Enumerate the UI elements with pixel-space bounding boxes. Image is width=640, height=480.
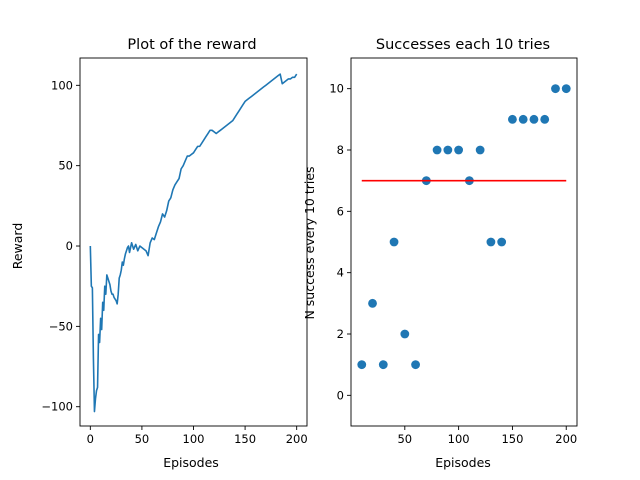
y-tick-label: 0 [66,239,73,253]
x-tick-label: 0 [87,432,94,446]
data-point [378,360,388,370]
reward-y-axis-label: Reward [10,223,25,270]
successes-x-axis-label: Episodes [435,455,491,470]
x-tick-label: 150 [234,432,256,446]
data-point [540,114,550,124]
series-line [89,73,298,413]
x-tick-label: 100 [183,432,205,446]
y-tick-label: −100 [41,400,73,414]
data-point [400,329,410,339]
data-point [411,360,420,370]
data-point [357,360,367,370]
x-tick-label: 150 [501,432,523,446]
y-tick-label: 4 [337,266,344,280]
y-tick-label: 8 [337,143,344,157]
y-tick-label: −50 [49,319,73,333]
successes-chart: Successes each 10 tries 50 100 150 200 0 2 4 6 8… [302,37,578,470]
y-tick-label: 2 [337,327,344,341]
data-point [389,237,399,247]
x-tick-label: 200 [555,432,577,446]
data-point [497,237,507,247]
y-tick-label: 50 [58,159,73,173]
data-point [368,298,377,308]
data-point [443,145,453,155]
successes-plot-area: 50 100 150 200 0 2 4 6 8 10 [329,57,578,446]
data-point [432,145,442,155]
axes-frame [350,57,578,427]
data-point [508,114,517,124]
reward-chart-title: Plot of the reward [127,37,256,53]
x-tick-label: 200 [286,432,308,446]
successes-y-axis-label: N success every 10 tries [302,166,317,319]
data-point [486,237,496,247]
axes-frame [79,57,308,427]
x-tick-label: 100 [448,432,470,446]
data-point [551,84,560,94]
data-point [529,114,539,124]
successes-chart-title: Successes each 10 tries [376,37,550,53]
y-tick-label: 6 [337,204,344,218]
x-tick-label: 50 [397,432,412,446]
data-point [518,114,528,124]
data-point [454,145,464,155]
reward-chart: Plot of the reward 0 50 100 150 200 −100 −50 0 5… [10,37,308,470]
reward-plot-area: 0 50 100 150 200 −100 −50 0 50 100 [41,57,308,446]
data-point [561,84,571,94]
data-point [475,145,485,155]
y-tick-label: 10 [329,82,344,96]
y-tick-label: 0 [337,388,344,402]
reward-x-axis-label: Episodes [163,455,219,470]
y-tick-label: 100 [51,78,73,92]
x-tick-label: 50 [135,432,150,446]
